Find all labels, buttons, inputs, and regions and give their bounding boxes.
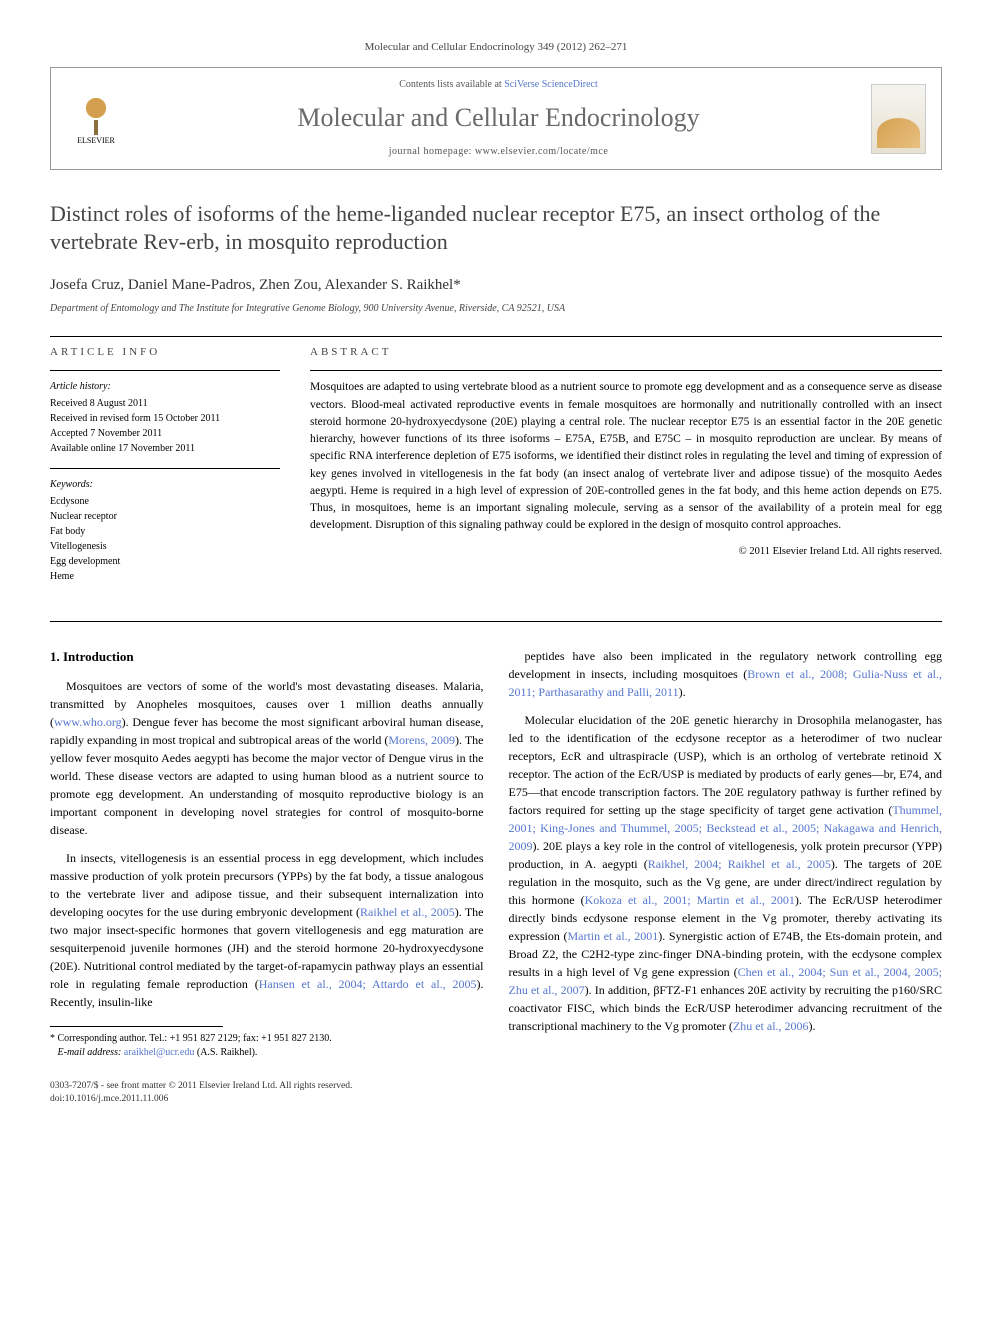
divider — [310, 370, 942, 371]
corresponding-footnote: * Corresponding author. Tel.: +1 951 827… — [50, 1032, 484, 1060]
page-footer: 0303-7207/$ - see front matter © 2011 El… — [50, 1080, 942, 1107]
journal-cover-thumbnail — [871, 84, 926, 154]
citation-link[interactable]: Raikhel, 2004; Raikhel et al., 2005 — [648, 857, 831, 871]
homepage-prefix: journal homepage: — [389, 146, 475, 157]
citation-link[interactable]: Brown et al., 2008; Gulia-Nuss et al., 2… — [509, 667, 943, 699]
footnote-divider — [50, 1026, 223, 1027]
elsevier-logo: ELSEVIER — [66, 84, 126, 154]
abstract-heading: ABSTRACT — [310, 345, 942, 360]
body-text: 1. Introduction Mosquitoes are vectors o… — [50, 647, 942, 1060]
article-info-heading: ARTICLE INFO — [50, 345, 280, 360]
contents-prefix: Contents lists available at — [399, 79, 504, 90]
paragraph: Mosquitoes are vectors of some of the wo… — [50, 677, 484, 839]
abstract-block: ABSTRACT Mosquitoes are adapted to using… — [310, 345, 942, 596]
corresponding-email-link[interactable]: araikhel@ucr.edu — [124, 1047, 195, 1058]
section-heading: 1. Introduction — [50, 647, 484, 667]
citation-link[interactable]: Kokoza et al., 2001; Martin et al., 2001 — [585, 893, 795, 907]
citation-link[interactable]: Chen et al., 2004; Sun et al., 2004, 200… — [509, 965, 943, 997]
article-title: Distinct roles of isoforms of the heme-l… — [50, 200, 942, 257]
section-title: Introduction — [63, 649, 134, 664]
paragraph: Molecular elucidation of the 20E genetic… — [509, 711, 943, 1035]
footnote-text: Corresponding author. Tel.: +1 951 827 2… — [58, 1033, 332, 1044]
corresponding-marker: * — [453, 277, 461, 293]
publisher-name: ELSEVIER — [77, 135, 115, 146]
keywords-label: Keywords: — [50, 477, 280, 492]
citation-link[interactable]: Morens, 2009 — [388, 733, 455, 747]
history-label: Article history: — [50, 379, 280, 394]
divider — [50, 336, 942, 337]
divider — [50, 370, 280, 371]
history-accepted: Accepted 7 November 2011 — [50, 426, 280, 441]
keyword: Egg development — [50, 554, 280, 569]
journal-homepage: journal homepage: www.elsevier.com/locat… — [126, 145, 871, 159]
keyword: Fat body — [50, 524, 280, 539]
email-person: (A.S. Raikhel). — [197, 1047, 258, 1058]
sciencedirect-link[interactable]: SciVerse ScienceDirect — [504, 79, 598, 90]
contents-available: Contents lists available at SciVerse Sci… — [126, 78, 871, 92]
keyword: Ecdysone — [50, 494, 280, 509]
article-info-block: ARTICLE INFO Article history: Received 8… — [50, 345, 280, 596]
citation-link[interactable]: Zhu et al., 2006 — [733, 1019, 809, 1033]
right-column: peptides have also been implicated in th… — [509, 647, 943, 1060]
paragraph: In insects, vitellogenesis is an essenti… — [50, 849, 484, 1011]
left-column: 1. Introduction Mosquitoes are vectors o… — [50, 647, 484, 1060]
keyword: Nuclear receptor — [50, 509, 280, 524]
journal-name: Molecular and Cellular Endocrinology — [126, 100, 871, 136]
issn-line: 0303-7207/$ - see front matter © 2011 El… — [50, 1080, 942, 1093]
citation-link[interactable]: Hansen et al., 2004; Attardo et al., 200… — [259, 977, 477, 991]
journal-reference: Molecular and Cellular Endocrinology 349… — [50, 40, 942, 55]
section-number: 1. — [50, 649, 60, 664]
keyword: Vitellogenesis — [50, 539, 280, 554]
footnote-marker: * — [50, 1033, 55, 1044]
author-names: Josefa Cruz, Daniel Mane-Padros, Zhen Zo… — [50, 277, 453, 293]
journal-header: ELSEVIER Contents lists available at Sci… — [50, 67, 942, 169]
keyword: Heme — [50, 569, 280, 584]
divider — [50, 621, 942, 622]
abstract-text: Mosquitoes are adapted to using vertebra… — [310, 379, 942, 534]
homepage-url: www.elsevier.com/locate/mce — [475, 146, 608, 157]
abstract-copyright: © 2011 Elsevier Ireland Ltd. All rights … — [310, 545, 942, 560]
divider — [50, 468, 280, 469]
paragraph: peptides have also been implicated in th… — [509, 647, 943, 701]
authors-line: Josefa Cruz, Daniel Mane-Padros, Zhen Zo… — [50, 275, 942, 296]
citation-link[interactable]: www.who.org — [54, 715, 122, 729]
history-online: Available online 17 November 2011 — [50, 441, 280, 456]
email-label: E-mail address: — [58, 1047, 122, 1058]
history-revised: Received in revised form 15 October 2011 — [50, 411, 280, 426]
history-received: Received 8 August 2011 — [50, 396, 280, 411]
citation-link[interactable]: Martin et al., 2001 — [567, 929, 658, 943]
citation-link[interactable]: Raikhel et al., 2005 — [360, 905, 455, 919]
citation-link[interactable]: Thummel, 2001; King-Jones and Thummel, 2… — [509, 803, 943, 853]
doi-line: doi:10.1016/j.mce.2011.11.006 — [50, 1093, 942, 1106]
affiliation: Department of Entomology and The Institu… — [50, 302, 942, 316]
